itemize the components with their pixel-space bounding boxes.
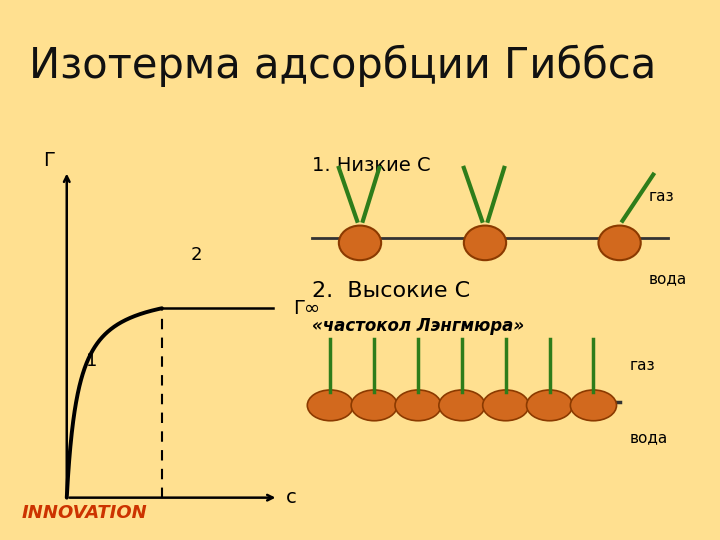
Text: газ: газ [629,357,654,373]
Text: с: с [286,488,297,507]
Ellipse shape [395,390,441,421]
Text: 1: 1 [86,352,97,370]
Ellipse shape [598,226,641,260]
Text: вода: вода [629,430,667,445]
Text: газ: газ [649,190,674,205]
Ellipse shape [339,226,381,260]
Ellipse shape [482,390,528,421]
Ellipse shape [526,390,572,421]
Ellipse shape [439,390,485,421]
Text: 1. Низкие С: 1. Низкие С [312,157,431,176]
Text: вода: вода [649,272,687,287]
Text: Γ∞: Γ∞ [293,299,320,318]
Text: Г: Г [43,151,55,170]
Ellipse shape [307,390,354,421]
Ellipse shape [464,226,506,260]
Text: INNOVATION: INNOVATION [22,504,148,522]
Text: «частокол Лэнгмюра»: «частокол Лэнгмюра» [312,317,524,335]
Text: 2: 2 [191,246,202,265]
Text: Изотерма адсорбции Гиббса: Изотерма адсорбции Гиббса [29,44,656,86]
Text: 2.  Высокие С: 2. Высокие С [312,281,470,301]
Ellipse shape [570,390,616,421]
Ellipse shape [351,390,397,421]
